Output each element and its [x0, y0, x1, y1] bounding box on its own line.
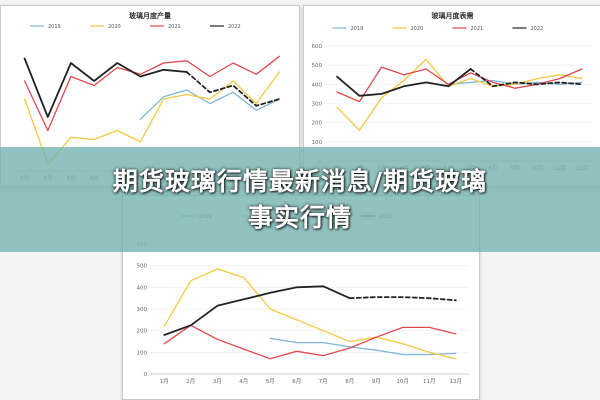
title-banner: 期货玻璃行情最新消息/期货玻璃 事实行情 [0, 147, 600, 252]
legend-label-2022: 2022 [531, 26, 544, 32]
x-tick-label: 7月 [319, 378, 328, 385]
banner-headline-continued: 事实行情 [247, 202, 352, 232]
series-line-2022 [336, 68, 472, 97]
y-tick-label: 600 [312, 44, 323, 50]
x-tick-label: 4月 [239, 378, 248, 385]
y-tick-label: 200 [312, 121, 323, 127]
x-tick-label: 3月 [213, 378, 222, 385]
legend-label-2019: 2019 [351, 26, 364, 32]
y-tick-label: 0 [144, 372, 148, 378]
x-tick-label: 5月 [266, 378, 275, 385]
y-tick-label: 500 [312, 63, 323, 69]
x-tick-label: 2月 [186, 378, 195, 385]
legend-label-2019: 2019 [48, 24, 61, 30]
y-tick-label: 300 [312, 102, 323, 108]
series-line-2022-forecast [348, 296, 457, 302]
legend-label-2020: 2020 [411, 26, 424, 32]
legend-label-2020: 2020 [108, 24, 121, 30]
x-tick-label: 10月 [397, 378, 410, 385]
x-tick-label: 11月 [423, 378, 436, 385]
legend-label-2021: 2021 [168, 24, 181, 30]
series-line-2022 [23, 57, 188, 118]
y-tick-label: 400 [137, 285, 148, 291]
x-tick-label: 12月 [450, 378, 463, 385]
inventory-line-chart: 201920202021202201002003004005006001月2月3… [137, 214, 469, 385]
y-tick-label: 400 [312, 82, 323, 88]
x-tick-label: 9月 [372, 378, 381, 385]
banner-headline: 期货玻璃行情最新消息/期货玻璃 [112, 166, 488, 196]
x-tick-label: 8月 [345, 378, 354, 385]
series-line-2021 [163, 324, 457, 360]
chart-title: 玻璃月度表需 [432, 11, 474, 20]
series-line-2019 [139, 89, 281, 120]
series-line-2022-forecast [185, 71, 281, 107]
series-line-2021 [23, 55, 281, 132]
series-line-2020 [163, 268, 457, 360]
chart-title: 玻璃月度产量 [129, 11, 171, 20]
y-tick-label: 100 [137, 350, 148, 356]
legend-label-2021: 2021 [471, 26, 484, 32]
y-tick-label: 300 [137, 307, 148, 313]
x-tick-label: 1月 [160, 378, 169, 385]
legend-label-2022: 2022 [228, 24, 241, 30]
y-tick-label: 200 [137, 329, 148, 335]
y-tick-label: 100 [312, 140, 323, 146]
y-tick-label: 500 [137, 264, 148, 270]
series-line-2020 [23, 71, 281, 165]
series-line-2022 [163, 285, 351, 336]
series-line-2022-forecast [469, 68, 583, 88]
series-line-2020 [336, 58, 583, 131]
x-tick-label: 6月 [292, 378, 301, 385]
series-line-2019 [269, 337, 457, 356]
